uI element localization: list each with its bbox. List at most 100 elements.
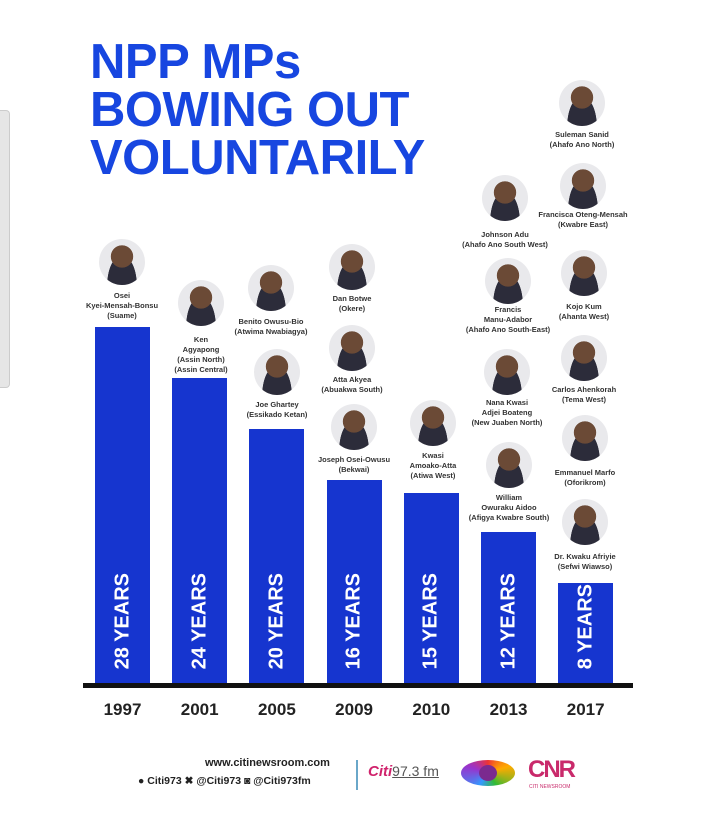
portrait-photo [254,349,300,395]
mp-name: Adjei Boateng [481,408,533,417]
portrait-photo [331,404,377,450]
portrait-photo [559,80,605,126]
bar-label: 8 YEARS [574,583,597,669]
divider [356,760,358,790]
mp-caption: Joe Ghartey (Essikado Ketan) [247,400,308,420]
portrait-photo [482,175,528,221]
mp-name: Joseph Osei-Owusu [317,455,391,464]
mp-caption: Johnson Adu (Ahafo Ano South West) [462,230,548,250]
facebook-handle: Citi973 [147,775,182,787]
bar-2010: 15 YEARS [403,493,459,685]
instagram-icon: ◙ [243,775,251,787]
mp-constituency: (Ahafo Ano South West) [462,240,548,249]
mp-name: Owuraku Aidoo [481,503,537,512]
mp-name: Francis [494,305,522,314]
mp-caption: Suleman Sanid (Ahafo Ano North) [550,130,615,150]
mp-name: Kojo Kum [566,302,602,311]
mp-name: Nana Kwasi [485,398,529,407]
mp-caption: Osei Kyei-Mensah-Bonsu (Suame) [86,291,158,321]
bar-2017: 8 YEARS [558,582,614,685]
bar-label: 12 YEARS [497,572,519,669]
mp-name: Agyapong [182,345,220,354]
mp-name: Osei [113,291,131,300]
citi-fm-logo: Citi97.3 fm [368,763,439,780]
x-tick-label: 2017 [566,700,605,719]
bar-2005: 20 YEARS [249,429,305,685]
mp-constituency: (Bekwai) [338,465,370,474]
mp-name: Emmanuel Marfo [554,468,616,477]
bar-label: 28 YEARS [111,572,133,669]
mp-constituency: (Sefwi Wiawso) [557,562,613,571]
facebook-icon: ● [138,775,145,787]
mp-name: Ken [193,335,209,344]
mp-name: Johnson Adu [481,230,529,239]
mp-constituency: (Abuakwa South) [321,385,383,394]
mp-name: Atta Akyea [332,375,372,384]
bar-2001: 24 YEARS [172,378,228,685]
mp-constituency: (Atiwa West) [410,471,456,480]
portrait-photo [560,163,606,209]
mp-name: Kwasi [422,451,444,460]
x-tick-label: 2009 [335,700,373,719]
x-tick-label: 2010 [412,700,451,719]
mp-caption: Benito Owusu-Bio (Atwima Nwabiagya) [235,317,308,337]
mp-caption: Dr. Kwaku Afriyie (Sefwi Wiawso) [554,552,615,572]
mp-name: Benito Owusu-Bio [238,317,304,326]
mp-caption: Dan Botwe (Okere) [333,294,372,314]
bar-label: 15 YEARS [419,572,442,669]
mp-caption: Kojo Kum (Ahanta West) [559,302,609,322]
mp-constituency: (Atwima Nwabiagya) [234,327,308,336]
mp-caption: William Owuraku Aidoo (Afigya Kwabre South… [469,493,549,523]
portrait-photo [178,280,224,326]
website-link[interactable]: www.citinewsroom.com [205,757,330,769]
bar-label: 24 YEARS [188,572,211,669]
mp-name: Dan Botwe [332,294,372,303]
portrait-photo [248,265,294,311]
portrait-photo [562,499,608,545]
x-tick-label: 2001 [180,700,219,719]
mp-caption: Atta Akyea (Abuakwa South) [321,375,382,395]
mp-name: Manu-Adabor [483,315,533,324]
x-axis-line [83,683,633,688]
mp-caption: Joseph Osei-Owusu (Bekwai) [318,455,390,475]
cnr-logo-subtitle: CITI NEWSROOM [529,784,571,790]
mp-constituency: (Ahafo Ano North) [549,140,615,149]
mp-name: Francisca Oteng-Mensah [538,210,628,219]
x-tick-label: 2013 [489,700,528,719]
side-handle[interactable] [0,110,10,388]
mp-constituency: (Essikado Ketan) [246,410,308,419]
mp-constituency: (Suame) [107,311,137,320]
mp-constituency: (Afigya Kwabre South) [468,513,550,522]
portrait-photo [99,239,145,285]
mp-constituency: (Ahanta West) [558,312,610,321]
portrait-photo [561,250,607,296]
social-handles: ● Citi973 ✖ @Citi973 ◙ @Citi973fm [138,774,311,788]
portrait-photo [486,442,532,488]
mp-constituency: (Ahafo Ano South-East) [465,325,551,334]
portrait-photo [329,325,375,371]
mp-name: William [495,493,523,502]
mp-name: Amoako-Atta [409,461,457,470]
mp-caption: Carlos Ahenkorah (Tema West) [552,385,616,405]
x-tick-label: 1997 [103,700,142,719]
portrait-photo [562,415,608,461]
mp-name: Suleman Sanid [555,130,609,139]
bar-label: 16 YEARS [342,572,365,669]
mp-name: Kyei-Mensah-Bonsu [85,301,159,310]
mp-caption: Kwasi Amoako-Atta (Atiwa West) [410,451,457,481]
portrait-photo [484,349,530,395]
bar-2013: 12 YEARS [481,531,536,685]
bar-2009: 16 YEARS [326,480,382,685]
mp-constituency: (Tema West) [562,395,606,404]
mp-constituency: (Okere) [338,304,366,313]
x-tick-label: 2005 [257,700,296,719]
instagram-handle: @Citi973fm [253,775,311,787]
mp-caption: Nana Kwasi Adjei Boateng (New Juaben North… [472,398,543,428]
mp-caption: Emmanuel Marfo (Oforikrom) [555,468,615,488]
mp-constituency: (Oforikrom) [564,478,606,487]
x-handle: @Citi973 [196,775,242,787]
x-icon: ✖ [184,775,194,787]
mp-caption: Francisca Oteng-Mensah (Kwabre East) [538,210,627,230]
mp-name: Carlos Ahenkorah [551,385,617,394]
